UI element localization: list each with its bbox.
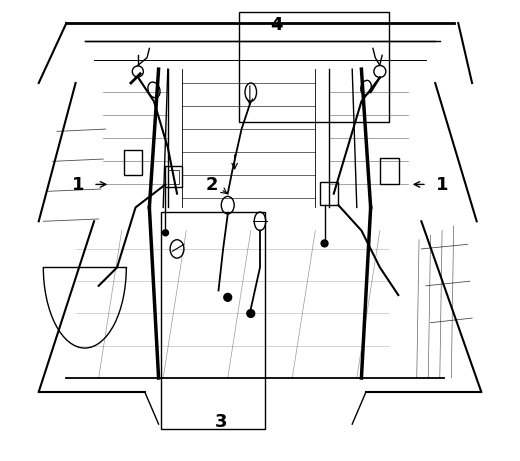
Bar [320,182,339,205]
Text: 4: 4 [270,16,282,35]
Text: 1: 1 [72,176,84,195]
Circle shape [223,293,232,302]
Bar [380,158,399,184]
Text: 3: 3 [215,413,227,431]
Text: 2: 2 [205,176,218,195]
Bar [239,12,389,122]
Bar [168,170,179,184]
Text: 1: 1 [436,176,448,195]
Bar [165,166,181,187]
Bar [124,150,142,175]
Circle shape [246,309,255,318]
Circle shape [320,239,329,248]
Circle shape [162,229,169,236]
Bar [161,212,265,429]
